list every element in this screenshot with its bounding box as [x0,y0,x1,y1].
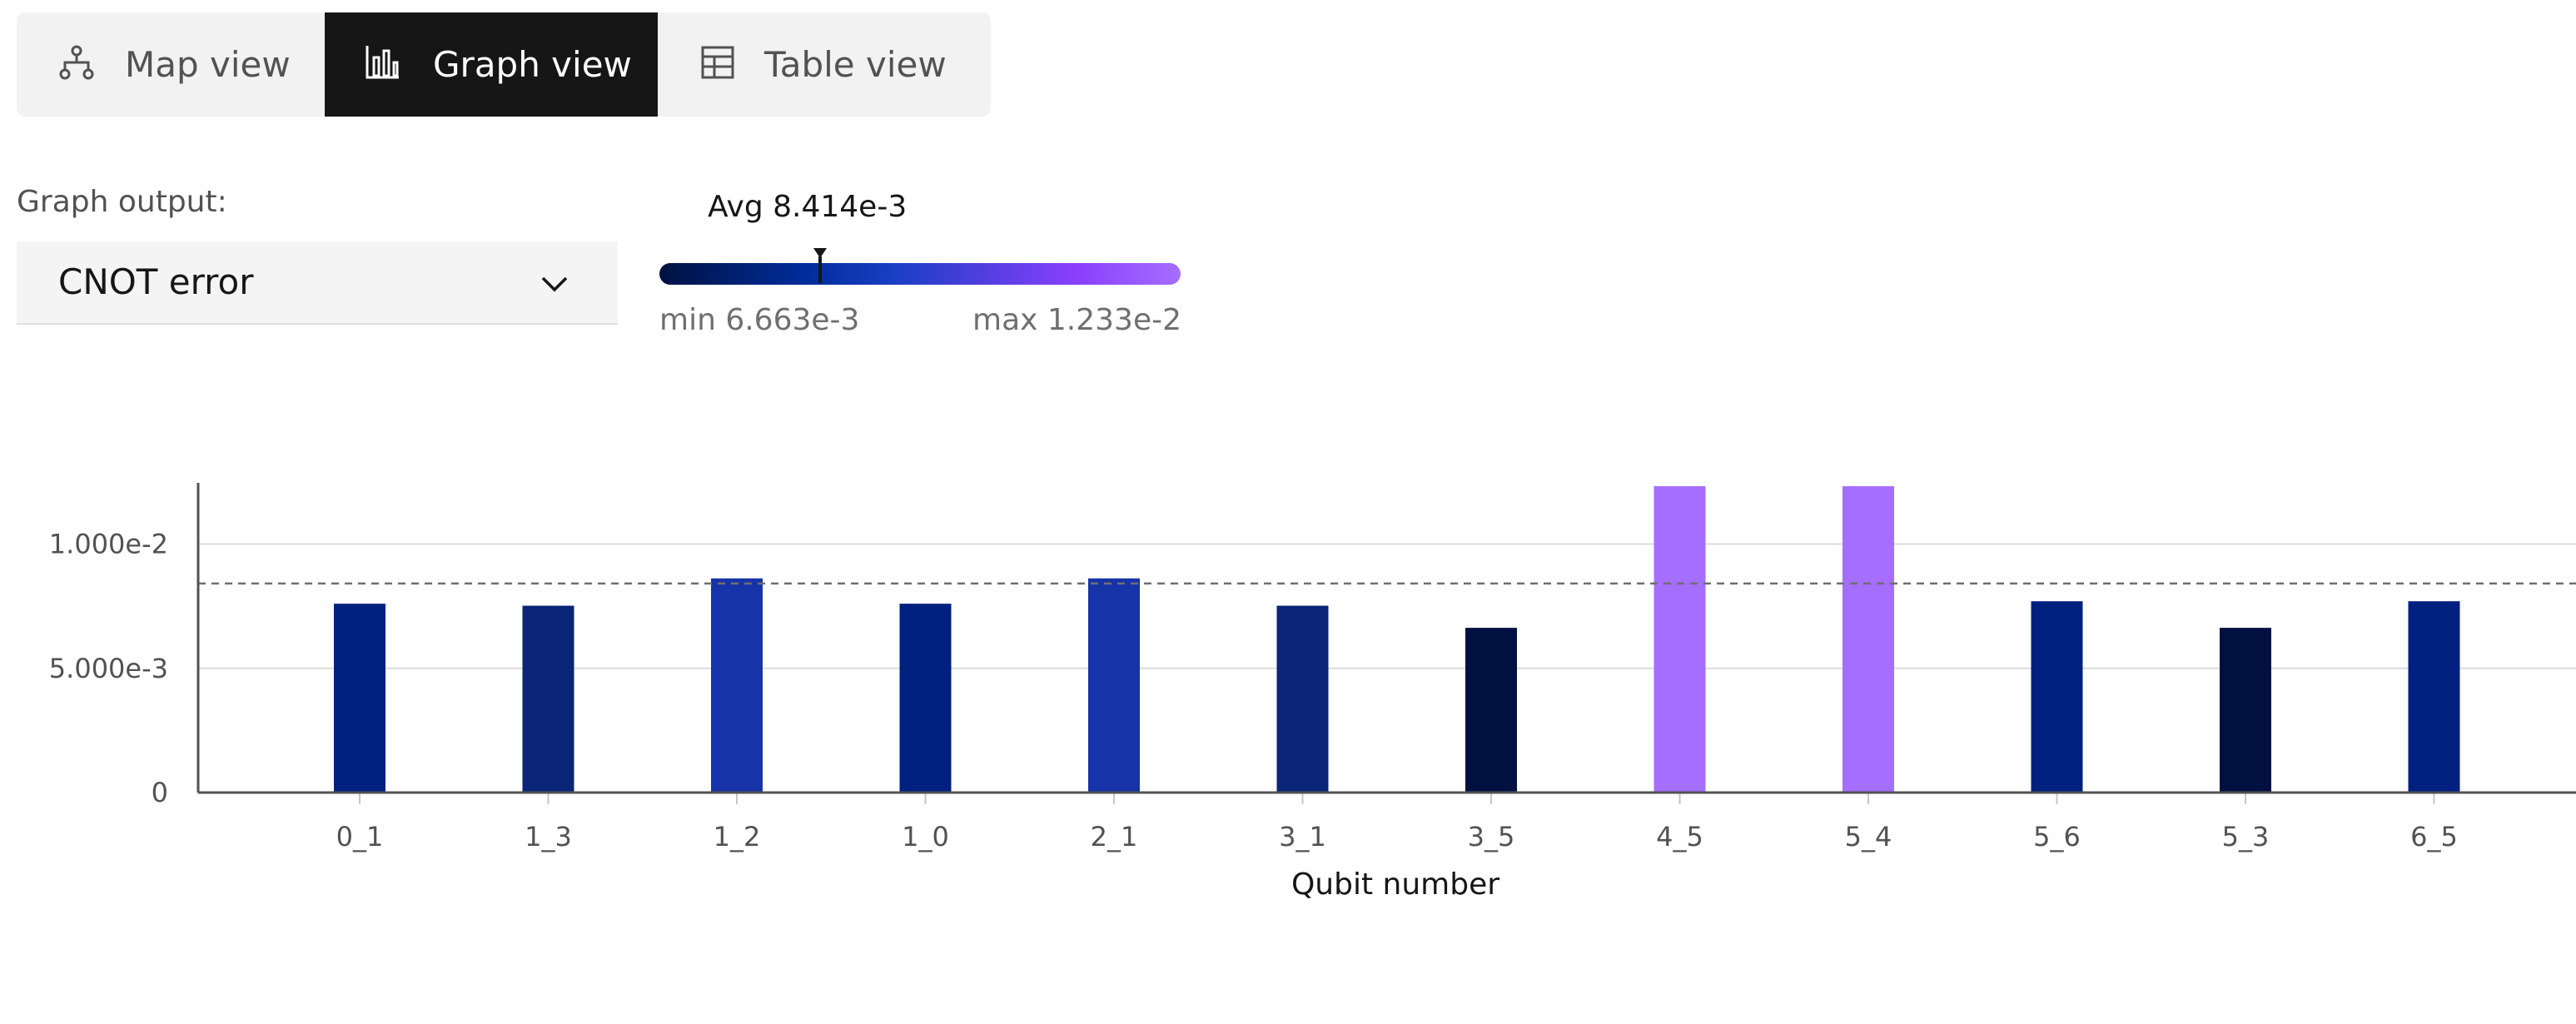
bar-6_5 [2408,601,2460,793]
y-tick-label: 1.000e-2 [49,529,168,560]
chevron-down-icon [541,276,568,292]
x-tick-label: 0_1 [336,821,384,853]
bar-5_6 [2031,601,2083,793]
tab-map-view-label: Map view [125,44,291,85]
color-scale-bar [659,263,1181,285]
y-tick-label: 5.000e-3 [49,653,168,684]
x-tick-label: 5_6 [2033,821,2081,853]
x-tick-label: 5_4 [1845,821,1892,853]
bar-chart-icon [366,46,399,79]
scale-min-label: min 6.663e-3 [659,303,860,337]
average-label: Avg 8.414e-3 [708,190,908,224]
table-icon [701,46,734,79]
bar-1_2 [711,578,763,793]
x-tick-label: 1_2 [714,821,761,853]
bar-2_1 [1088,578,1140,793]
view-switcher: Map view Graph view Table view [17,12,991,117]
tab-table-view-label: Table view [764,44,947,85]
tab-map-view[interactable]: Map view [17,12,325,117]
bar-1_3 [522,605,574,793]
average-marker [813,248,828,283]
x-tick-label: 2_1 [1091,821,1138,853]
x-tick-label: 4_5 [1656,821,1703,853]
graph-output-dropdown[interactable]: CNOT error [17,241,618,325]
scale-max-label: max 1.233e-2 [972,303,1181,337]
bar-4_5 [1654,486,1706,793]
x-tick-label: 1_0 [902,821,949,853]
bar-3_5 [1465,628,1517,793]
bar-3_1 [1276,605,1329,793]
x-tick-label: 3_1 [1279,821,1326,853]
x-tick-label: 3_5 [1468,821,1515,853]
tab-table-view[interactable]: Table view [658,12,991,117]
graph-output-label: Graph output: [17,185,227,219]
bar-5_4 [1842,486,1894,793]
tree-structure-icon [59,45,94,80]
bar-5_3 [2220,628,2271,793]
y-tick-label: 0 [152,777,168,808]
bar-1_0 [899,604,952,793]
bar-0_1 [334,604,385,793]
x-axis-title: Qubit number [1291,867,1499,902]
tab-graph-view-label: Graph view [433,44,632,85]
graph-output-value: CNOT error [58,261,254,302]
x-tick-label: 6_5 [2410,821,2458,853]
x-tick-label: 1_3 [525,821,572,853]
x-tick-label: 5_3 [2222,821,2270,853]
tab-graph-view[interactable]: Graph view [325,12,658,117]
